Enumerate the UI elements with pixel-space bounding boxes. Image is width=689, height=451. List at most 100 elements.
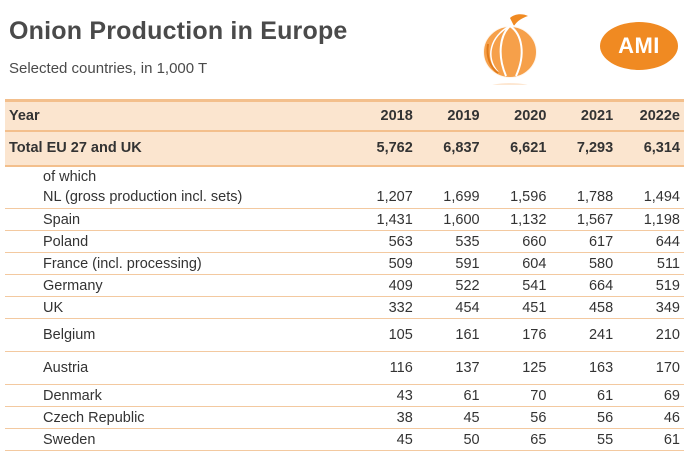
value-cell-2020: 65 [530,431,547,448]
total-value-2019: 6,837 [443,140,480,156]
page-title: Onion Production in Europe [9,17,348,45]
table-row: Poland 563 535 660 617 644 [5,231,684,253]
value-cell-2018: 38 [396,409,413,426]
value-cell-2018: 105 [388,327,413,343]
value-cell-2019: 1,699 [443,189,480,206]
production-table: Year 2018 2019 2020 2021 2022e Total EU 27 an… [5,99,684,451]
total-value-2021: 7,293 [576,140,614,156]
value-cell-2018: 563 [388,233,413,250]
value-cell-2021: 241 [588,327,614,343]
total-value-2018: 5,762 [376,140,413,156]
table-row: Denmark 43 61 70 61 69 [5,385,684,407]
value-cell-2019: 454 [455,299,480,316]
value-cell-2020: 1,596 [510,189,547,206]
value-cell-2022e: 511 [656,255,680,272]
table-row: Spain 1,431 1,600 1,132 1,567 1,198 [5,209,684,231]
value-cell-2018: 332 [388,299,413,316]
value-cell-2021: 61 [597,387,614,404]
value-cell-2022e: 46 [663,409,680,426]
value-cell-2022e: 1,198 [643,211,680,228]
value-cell-2022e: 519 [655,277,680,294]
country-label: Poland [43,233,89,250]
country-label: Belgium [43,327,96,343]
value-cell-2021: 458 [588,299,614,316]
value-cell-2020: 56 [530,409,547,426]
value-cell-2021: 1,788 [576,189,614,206]
table-row: UK 332 454 451 458 349 [5,297,684,319]
header-row: Year 2018 2019 2020 2021 2022e [5,100,684,131]
value-cell-2018: 409 [388,277,413,294]
table-row: NL (gross production incl. sets) 1,207 1,6… [5,187,684,209]
value-cell-2020: 1,132 [510,211,547,228]
value-cell-2022e: 1,494 [643,189,680,206]
value-cell-2020: 70 [530,387,547,404]
value-cell-2019: 137 [455,360,480,376]
country-label: NL (gross production incl. sets) [43,189,243,206]
value-cell-2018: 1,431 [376,211,413,228]
value-cell-2018: 1,207 [376,189,413,206]
value-cell-2021: 580 [588,255,614,272]
value-cell-2022e: 349 [655,299,680,316]
value-cell-2022e: 69 [663,387,680,404]
value-cell-2019: 535 [455,233,480,250]
value-cell-2020: 451 [522,299,547,316]
table-row: France (incl. processing) 509 591 604 580 511 [5,253,684,275]
value-cell-2022e: 170 [655,360,680,376]
ami-logo-text: AMI [618,33,660,58]
value-cell-2019: 45 [463,409,480,426]
table-row: Austria 116 137 125 163 170 [5,352,684,385]
value-cell-2019: 161 [455,327,480,343]
production-table-wrapper: Year 2018 2019 2020 2021 2022e Total EU 27 an… [5,99,684,451]
country-label: Denmark [43,387,102,404]
value-cell-2020: 176 [522,327,547,343]
table-row: Sweden 45 50 65 55 61 [5,429,684,451]
total-row: Total EU 27 and UK 5,762 6,837 6,621 7,293 6,… [5,130,684,166]
column-header-2019: 2019 [447,107,480,124]
country-label: Spain [43,211,81,228]
column-header-2020: 2020 [514,107,547,124]
subheading-cell: of which [43,168,97,185]
total-value-2020: 6,621 [510,140,547,156]
total-value-2022e: 6,314 [643,140,680,156]
value-cell-2019: 50 [463,431,480,448]
value-cell-2021: 664 [588,277,614,294]
country-label: Czech Republic [43,409,145,426]
country-label: France (incl. processing) [43,255,202,272]
value-cell-2019: 1,600 [443,211,480,228]
column-header-2018: 2018 [380,107,413,124]
table-row: Czech Republic 38 45 56 56 46 [5,407,684,429]
value-cell-2019: 591 [455,255,480,272]
value-cell-2018: 43 [396,387,413,404]
value-cell-2020: 541 [522,277,547,294]
onion-logo-icon [482,14,538,85]
value-cell-2022e: 61 [663,431,680,448]
value-cell-2021: 617 [588,233,614,250]
table-row: Germany 409 522 541 664 519 [5,275,684,297]
country-label: UK [43,299,64,316]
value-cell-2021: 55 [597,431,614,448]
value-cell-2019: 61 [463,387,480,404]
subheading-row: of which [5,166,684,187]
value-cell-2018: 509 [388,255,413,272]
value-cell-2020: 660 [522,233,547,250]
value-cell-2020: 125 [522,360,547,376]
value-cell-2018: 45 [396,431,413,448]
column-header-2021: 2021 [580,107,614,124]
page-subtitle: Selected countries, in 1,000 T [9,60,208,77]
country-label: Austria [43,360,89,376]
country-label: Germany [43,277,103,294]
value-cell-2021: 56 [597,409,614,426]
value-cell-2022e: 644 [655,233,680,250]
value-cell-2019: 522 [455,277,480,294]
value-cell-2020: 604 [522,255,547,272]
ami-logo: AMI [600,22,678,70]
value-cell-2018: 116 [389,360,413,376]
value-cell-2021: 1,567 [576,211,614,228]
column-header-year: Year [9,107,40,124]
value-cell-2021: 163 [588,360,614,376]
country-label: Sweden [43,431,96,448]
value-cell-2022e: 210 [655,327,680,343]
column-header-2022e: 2022e [639,107,680,124]
table-row: Belgium 105 161 176 241 210 [5,319,684,352]
total-label: Total EU 27 and UK [9,140,142,156]
